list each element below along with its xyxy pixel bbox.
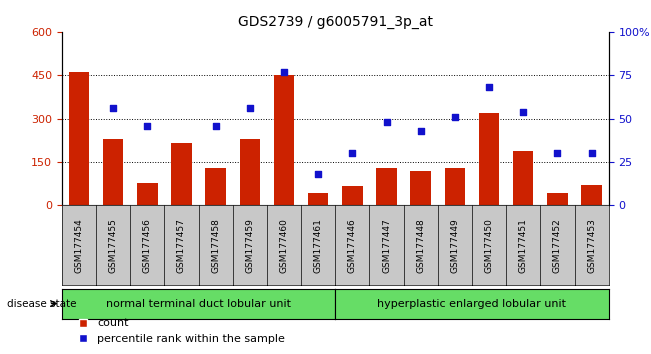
Point	[108, 105, 118, 111]
Text: GSM177450: GSM177450	[484, 218, 493, 273]
Bar	[103, 139, 124, 205]
Point	[245, 105, 255, 111]
Bar	[171, 143, 192, 205]
Point	[518, 109, 529, 114]
Point	[142, 123, 152, 129]
Point	[415, 128, 426, 133]
Text: GSM177458: GSM177458	[211, 218, 220, 273]
Text: GSM177448: GSM177448	[416, 218, 425, 273]
Bar	[308, 193, 328, 205]
Bar	[206, 168, 226, 205]
Point	[279, 69, 289, 75]
Text: GSM177459: GSM177459	[245, 218, 255, 273]
Bar	[445, 168, 465, 205]
Bar	[513, 151, 534, 205]
Point	[313, 171, 324, 177]
Text: GSM177461: GSM177461	[314, 218, 323, 273]
Bar	[342, 185, 363, 205]
Point	[347, 150, 357, 156]
Bar	[479, 113, 499, 205]
Title: GDS2739 / g6005791_3p_at: GDS2739 / g6005791_3p_at	[238, 16, 433, 29]
Bar	[273, 75, 294, 205]
Point	[210, 123, 221, 129]
Text: disease state: disease state	[7, 298, 76, 309]
Text: GSM177446: GSM177446	[348, 218, 357, 273]
Text: GSM177455: GSM177455	[109, 218, 118, 273]
Text: GSM177456: GSM177456	[143, 218, 152, 273]
Text: hyperplastic enlarged lobular unit: hyperplastic enlarged lobular unit	[378, 298, 566, 309]
Bar	[547, 193, 568, 205]
Text: GSM177454: GSM177454	[74, 218, 83, 273]
Text: GSM177452: GSM177452	[553, 218, 562, 273]
Bar	[69, 72, 89, 205]
Text: GSM177460: GSM177460	[279, 218, 288, 273]
Text: GSM177457: GSM177457	[177, 218, 186, 273]
Text: GSM177447: GSM177447	[382, 218, 391, 273]
Point	[552, 150, 562, 156]
Text: GSM177449: GSM177449	[450, 218, 460, 273]
Point	[450, 114, 460, 120]
Bar	[240, 139, 260, 205]
Legend: count, percentile rank within the sample: count, percentile rank within the sample	[68, 314, 290, 348]
Bar	[137, 183, 158, 205]
Text: normal terminal duct lobular unit: normal terminal duct lobular unit	[106, 298, 291, 309]
Text: GSM177453: GSM177453	[587, 218, 596, 273]
Text: GSM177451: GSM177451	[519, 218, 528, 273]
Bar	[376, 168, 396, 205]
Bar	[581, 184, 602, 205]
Point	[587, 150, 597, 156]
Point	[484, 85, 494, 90]
Point	[381, 119, 392, 125]
Bar	[411, 171, 431, 205]
